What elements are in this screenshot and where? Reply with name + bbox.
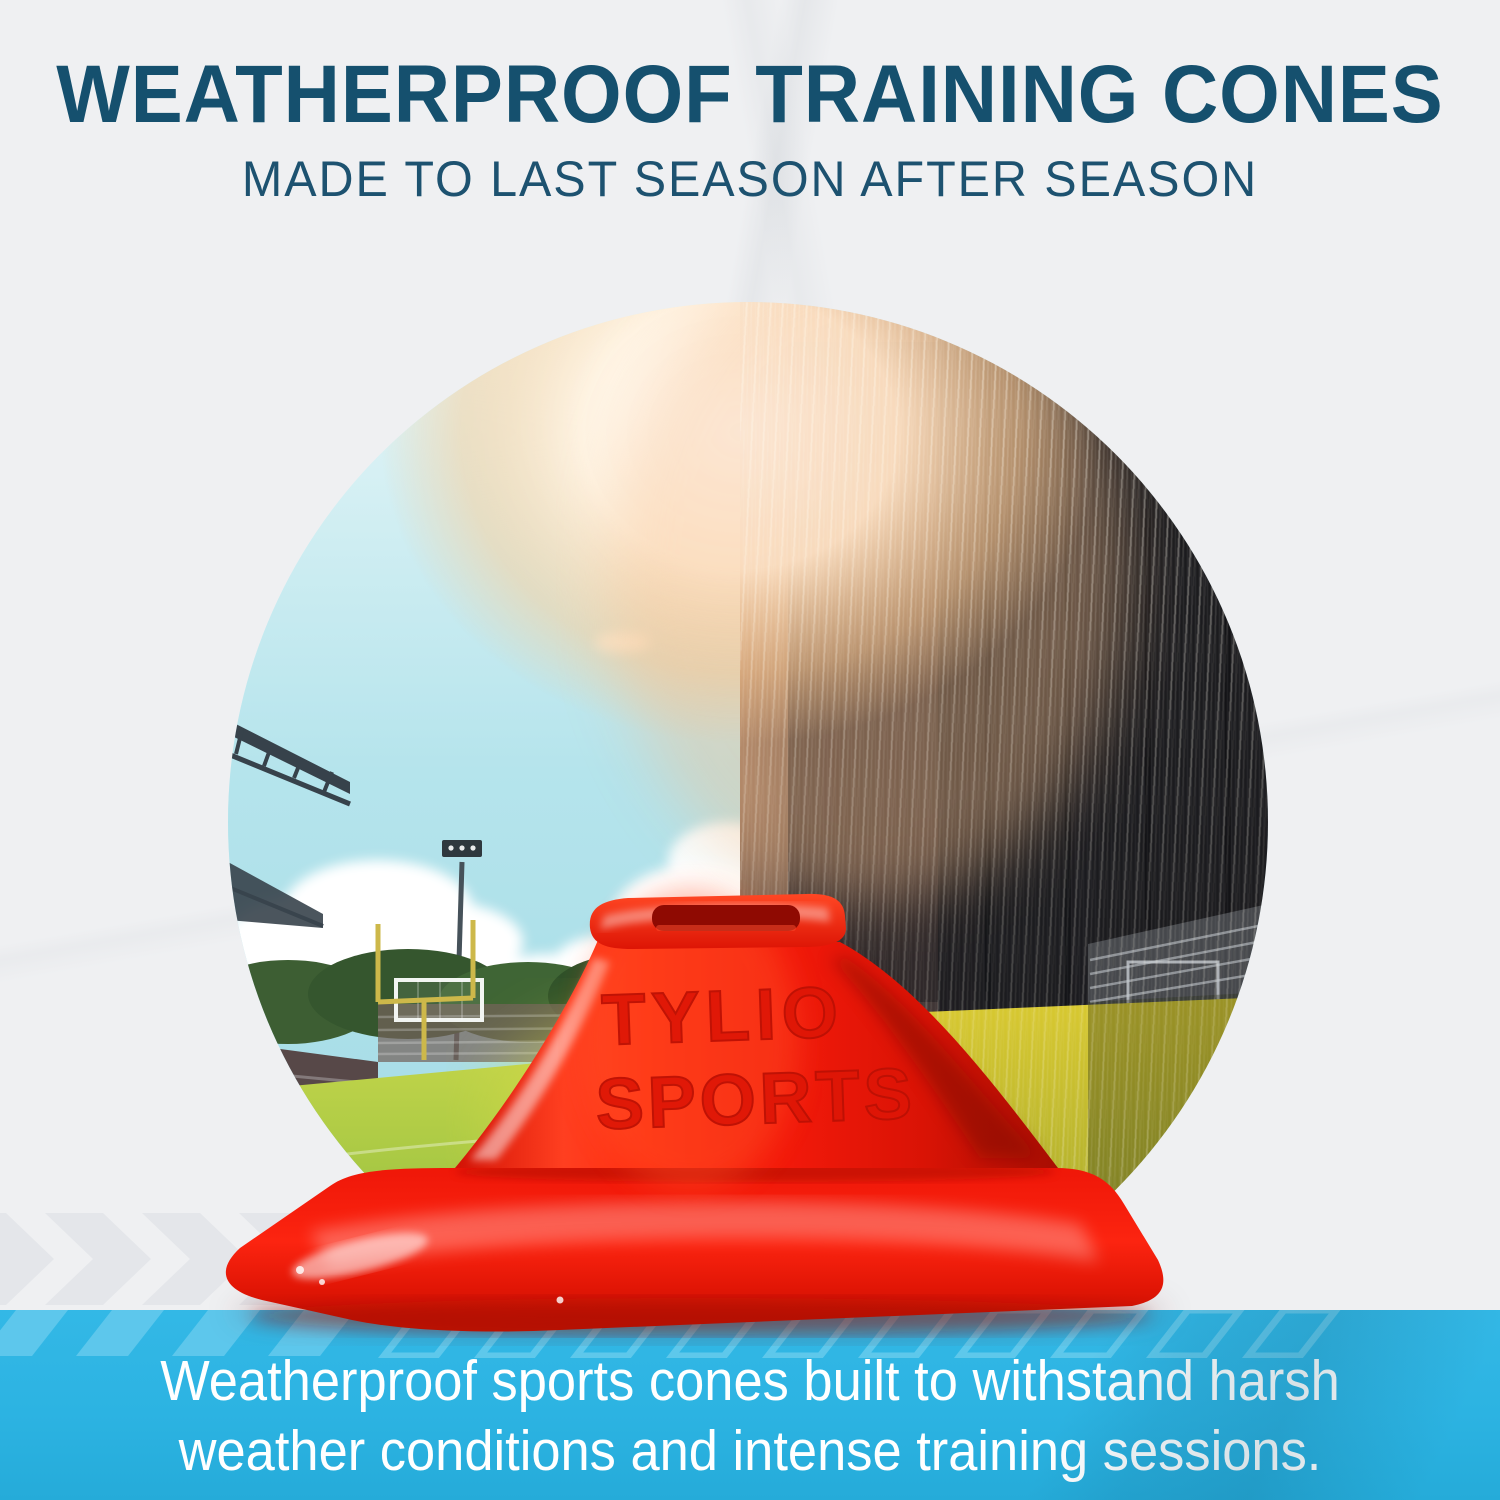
rain-streaks-overlay (740, 302, 1268, 1342)
page-subtitle: MADE TO LAST SEASON AFTER SEASON (241, 151, 1259, 207)
banner-caption: Weatherproof sports cones built to withs… (0, 1346, 1500, 1486)
page-title: WEATHERPROOF TRAINING CONES (56, 49, 1444, 140)
banner-caption-line2: weather conditions and intense training … (178, 1419, 1322, 1483)
banner-caption-line1: Weatherproof sports cones built to withs… (160, 1349, 1340, 1413)
caption-banner: Weatherproof sports cones built to withs… (0, 1310, 1500, 1500)
weather-comparison-circle (228, 302, 1268, 1342)
